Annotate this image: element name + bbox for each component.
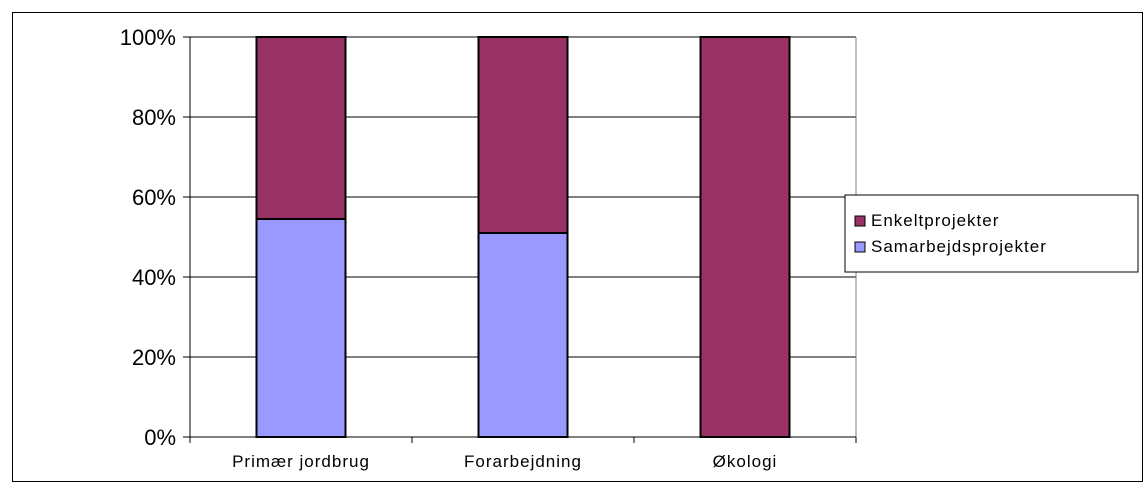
y-tick-labels: 0% 20% 40% 60% 80% 100% (120, 25, 176, 450)
x-tick-label: Økologi (713, 452, 778, 471)
bar-segment (699, 36, 791, 438)
bar-segment (477, 36, 569, 234)
legend-box (844, 194, 1139, 273)
legend-swatch-samarbejdsprojekter (854, 241, 866, 253)
y-tick-label: 60% (132, 185, 176, 210)
x-tick-labels: Primær jordbrug Forarbejdning Økologi (232, 452, 778, 471)
legend-swatch-enkeltprojekter (854, 215, 866, 227)
stacked-bar-chart: 0% 20% 40% 60% 80% 100% Primær jordbrug Forarb… (120, 25, 1139, 471)
y-tick-label: 100% (120, 25, 176, 50)
chart-frame: 0% 20% 40% 60% 80% 100% Primær jordbrug Forarb… (12, 12, 1143, 482)
y-tick-label: 0% (144, 425, 176, 450)
x-tick-label: Primær jordbrug (232, 452, 370, 471)
y-tick-label: 20% (132, 345, 176, 370)
x-tick-label: Forarbejdning (464, 452, 582, 471)
bars (255, 36, 791, 438)
y-tick-label: 80% (132, 105, 176, 130)
bar-segment (255, 36, 347, 220)
y-tick-label: 40% (132, 265, 176, 290)
legend: Enkeltprojekter Samarbejdsprojekter (844, 194, 1139, 273)
bar-segment (255, 218, 347, 438)
bar-segment (477, 232, 569, 438)
legend-label-samarbejdsprojekter: Samarbejdsprojekter (871, 237, 1047, 256)
legend-label-enkeltprojekter: Enkeltprojekter (871, 211, 999, 230)
